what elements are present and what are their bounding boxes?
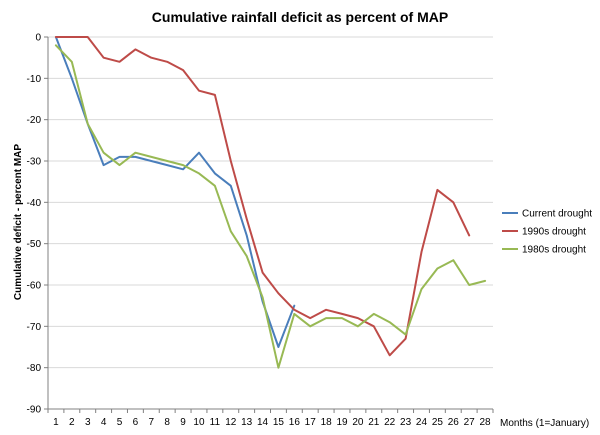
legend-item: Current drought: [502, 209, 592, 220]
y-tick-label: -40: [27, 198, 42, 209]
x-tick-label: 25: [432, 417, 444, 428]
x-tick-label: 23: [400, 417, 412, 428]
y-tick-label: -60: [27, 281, 42, 292]
x-tick-label: 7: [149, 417, 155, 428]
y-tick-label: -80: [27, 363, 42, 374]
chart-title: Cumulative rainfall deficit as percent o…: [152, 9, 448, 25]
x-tick-label: 17: [305, 417, 317, 428]
legend-item: 1990s drought: [502, 227, 586, 238]
y-tick-label: -70: [27, 322, 42, 333]
legend-label: Current drought: [522, 209, 592, 220]
axes: 0-10-20-30-40-50-60-70-80-901 2 3 4 5 6 7 8 9 10 1…: [27, 33, 494, 428]
series-3: [54, 44, 487, 369]
x-tick-label: 9: [180, 417, 186, 428]
x-axis-label: Months (1=January): [500, 418, 589, 429]
x-tick-label: 28: [479, 417, 491, 428]
gridlines: [48, 36, 493, 369]
x-tick-label: 2: [69, 417, 75, 428]
series-line: [54, 36, 471, 357]
legend-label: 1990s drought: [522, 227, 586, 238]
series-2: [54, 36, 471, 357]
x-tick-label: 10: [193, 417, 205, 428]
x-tick-label: 21: [368, 417, 380, 428]
y-axis-label: Cumulative deficit - percent MAP: [13, 144, 24, 300]
x-tick-label: 14: [257, 417, 269, 428]
x-tick-label: 12: [225, 417, 237, 428]
legend: Current drought 1990s drought 1980s drough…: [502, 209, 592, 256]
series-line: [54, 36, 296, 348]
x-tick-label: 20: [352, 417, 364, 428]
x-tick-label: 18: [321, 417, 333, 428]
x-tick-label: 5: [117, 417, 123, 428]
x-tick-label: 8: [164, 417, 170, 428]
legend-label: 1980s drought: [522, 245, 586, 256]
series-lines: [54, 36, 487, 369]
y-tick-label: -50: [27, 239, 42, 250]
x-tick-label: 1: [53, 417, 59, 428]
series-line: [54, 44, 487, 369]
x-tick-label: 27: [464, 417, 476, 428]
x-tick-label: 15: [273, 417, 285, 428]
x-tick-label: 26: [448, 417, 460, 428]
x-tick-label: 16: [289, 417, 301, 428]
y-tick-label: -10: [27, 74, 42, 85]
y-tick-label: -90: [27, 405, 42, 416]
legend-item: 1980s drought: [502, 245, 586, 256]
series-1: [54, 36, 296, 348]
x-tick-label: 4: [101, 417, 107, 428]
y-tick-label: -20: [27, 115, 42, 126]
x-tick-label: 3: [85, 417, 91, 428]
y-tick-label: -30: [27, 157, 42, 168]
x-tick-label: 11: [210, 417, 221, 428]
x-tick-label: 19: [336, 417, 348, 428]
y-tick-label: 0: [35, 33, 41, 44]
x-tick-label: 13: [241, 417, 253, 428]
x-tick-label: 24: [416, 417, 428, 428]
x-tick-label: 6: [133, 417, 139, 428]
x-tick-label: 22: [384, 417, 396, 428]
